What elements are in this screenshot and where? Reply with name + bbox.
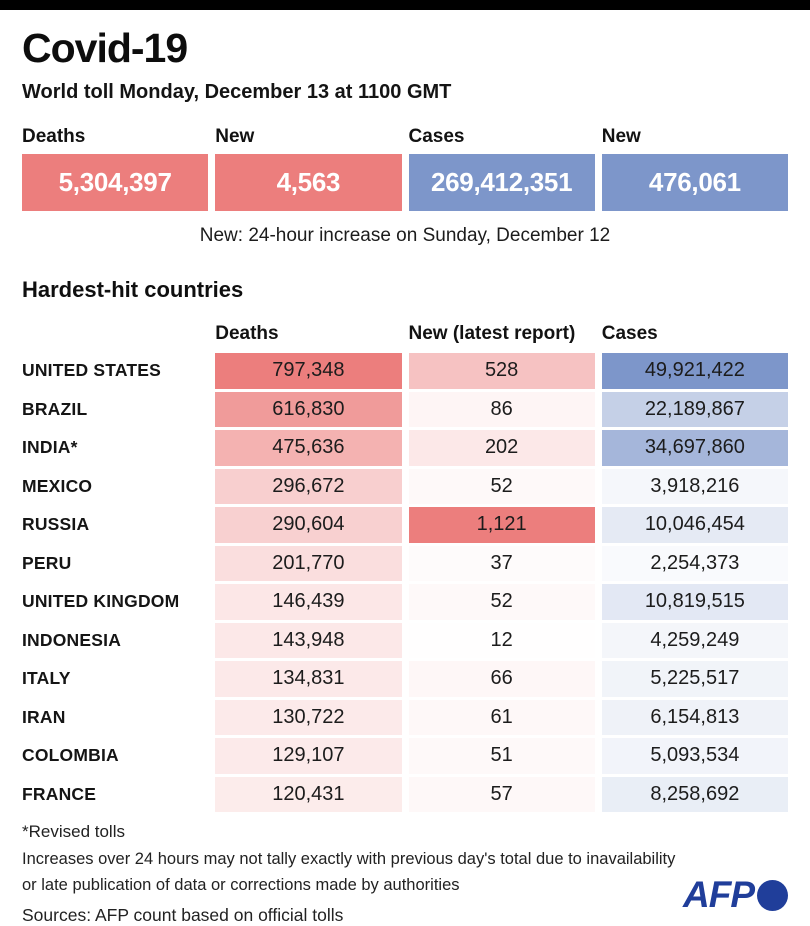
- country-label: ITALY: [22, 668, 71, 689]
- stat-deaths: Deaths 5,304,397: [22, 126, 209, 211]
- new-cell: 52: [408, 584, 595, 620]
- cases-cell: 10,819,515: [601, 584, 788, 620]
- stat-deaths-label: Deaths: [22, 126, 86, 147]
- deaths-cell: 134,831: [215, 661, 402, 697]
- page-subtitle: World toll Monday, December 13 at 1100 G…: [22, 81, 452, 103]
- header-country-spacer: [22, 323, 208, 350]
- new-cell: 12: [408, 622, 595, 658]
- cases-cell: 5,093,534: [601, 738, 788, 774]
- stat-deaths-value: 5,304,397: [22, 154, 209, 211]
- country-label: UNITED KINGDOM: [22, 591, 180, 612]
- top-black-bar: [0, 0, 810, 10]
- countries-table: Deaths New (latest report) Cases UNITED …: [22, 323, 788, 812]
- stat-new-deaths-label: New: [215, 126, 255, 147]
- new-cell: 202: [408, 430, 595, 466]
- cases-cell: 22,189,867: [601, 391, 788, 427]
- afp-globe-icon: [757, 879, 788, 911]
- stat-new-cases-label: New: [601, 126, 641, 147]
- deaths-cell: 616,830: [215, 391, 402, 427]
- cases-cell: 49,921,422: [601, 353, 788, 389]
- country-label: BRAZIL: [22, 398, 88, 419]
- country-label: INDIA*: [22, 437, 78, 458]
- deaths-cell: 146,439: [215, 584, 402, 620]
- afp-logo: AFP: [683, 874, 788, 916]
- infographic: Covid-19 World toll Monday, December 13 …: [0, 25, 810, 926]
- deaths-cell: 296,672: [215, 468, 402, 504]
- section-title: Hardest-hit countries: [22, 277, 244, 302]
- cases-cell: 8,258,692: [601, 776, 788, 812]
- header-cases: Cases: [601, 323, 658, 344]
- cases-cell: 6,154,813: [601, 699, 788, 735]
- new-cell: 51: [408, 738, 595, 774]
- deaths-cell: 129,107: [215, 738, 402, 774]
- stat-new-cases: New 476,061: [601, 126, 788, 211]
- cases-cell: 2,254,373: [601, 545, 788, 581]
- country-label: INDONESIA: [22, 629, 122, 650]
- new-cell: 528: [408, 353, 595, 389]
- country-label: FRANCE: [22, 783, 97, 804]
- new-cell: 61: [408, 699, 595, 735]
- stat-new-deaths: New 4,563: [215, 126, 402, 211]
- stat-cases-label: Cases: [408, 126, 465, 147]
- stat-new-deaths-value: 4,563: [215, 154, 402, 211]
- country-label: IRAN: [22, 706, 66, 727]
- country-label: MEXICO: [22, 475, 93, 496]
- new-definition-note: New: 24-hour increase on Sunday, Decembe…: [199, 225, 611, 246]
- world-toll-summary: Deaths 5,304,397 New 4,563 Cases 269,412…: [22, 126, 788, 211]
- new-cell: 66: [408, 661, 595, 697]
- country-label: UNITED STATES: [22, 360, 162, 381]
- afp-logo-text: AFP: [683, 874, 755, 915]
- revised-tolls-note: *Revised tolls: [22, 822, 125, 841]
- deaths-cell: 130,722: [215, 699, 402, 735]
- disclaimer-text: Increases over 24 hours may not tally ex…: [22, 850, 676, 894]
- deaths-cell: 120,431: [215, 776, 402, 812]
- stat-cases-value: 269,412,351: [408, 154, 595, 211]
- cases-cell: 4,259,249: [601, 622, 788, 658]
- new-cell: 37: [408, 545, 595, 581]
- stat-new-cases-value: 476,061: [601, 154, 788, 211]
- new-cell: 86: [408, 391, 595, 427]
- deaths-cell: 797,348: [215, 353, 402, 389]
- cases-cell: 5,225,517: [601, 661, 788, 697]
- sources-text: Sources: AFP count based on official tol…: [22, 905, 344, 926]
- deaths-cell: 290,604: [215, 507, 402, 543]
- page-title: Covid-19: [22, 25, 188, 71]
- deaths-cell: 143,948: [215, 622, 402, 658]
- new-cell: 57: [408, 776, 595, 812]
- cases-cell: 10,046,454: [601, 507, 788, 543]
- new-cell: 1,121: [408, 507, 595, 543]
- stat-cases: Cases 269,412,351: [408, 126, 595, 211]
- country-label: RUSSIA: [22, 514, 90, 535]
- header-deaths: Deaths: [215, 323, 279, 344]
- deaths-cell: 201,770: [215, 545, 402, 581]
- country-label: COLOMBIA: [22, 745, 119, 766]
- country-label: PERU: [22, 552, 72, 573]
- cases-cell: 3,918,216: [601, 468, 788, 504]
- new-cell: 52: [408, 468, 595, 504]
- header-new: New (latest report): [408, 323, 576, 344]
- cases-cell: 34,697,860: [601, 430, 788, 466]
- deaths-cell: 475,636: [215, 430, 402, 466]
